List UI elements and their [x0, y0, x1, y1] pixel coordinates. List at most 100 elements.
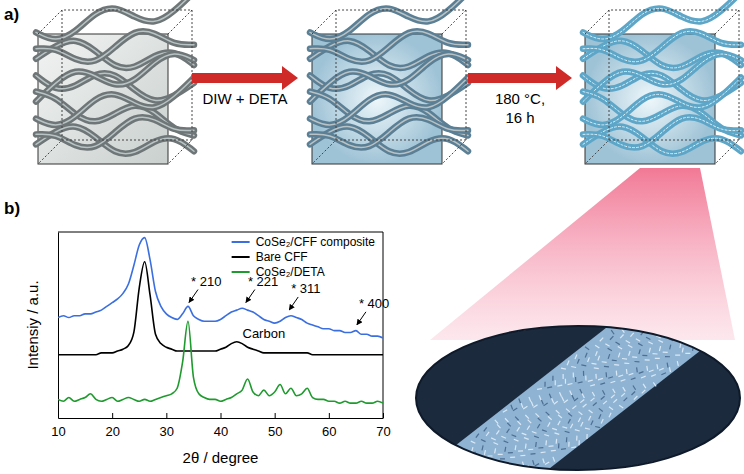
fibers [310, 0, 468, 154]
nanosheet [699, 332, 704, 337]
cube-edge [38, 10, 192, 164]
nanosheet [652, 324, 655, 328]
fiber [36, 78, 194, 125]
nanosheet [628, 344, 632, 349]
nanosheet [636, 338, 640, 343]
nanosheet [738, 267, 743, 272]
nanosheet [703, 326, 708, 330]
nanosheet [679, 336, 684, 341]
nanosheet [558, 414, 562, 418]
nanosheet [629, 322, 632, 326]
nanosheet [630, 333, 634, 337]
sem-image [381, 233, 744, 474]
nanosheet [731, 258, 736, 262]
nanosheet [514, 438, 519, 443]
nanosheet [541, 450, 546, 455]
nanosheet [708, 257, 713, 261]
nanosheet [714, 325, 719, 329]
nanosheet [697, 281, 702, 286]
nanosheet [452, 455, 457, 460]
nanosheet [517, 421, 521, 425]
nanosheet [695, 299, 699, 304]
fiber-highlight [36, 0, 194, 39]
nanosheet [528, 447, 533, 452]
nanosheet [719, 329, 724, 334]
nanosheet [510, 455, 515, 460]
nanosheet [698, 259, 703, 263]
nanosheet [544, 403, 548, 406]
nanosheet [604, 364, 609, 369]
nanosheet [581, 394, 585, 398]
nanosheet [501, 435, 506, 440]
nanosheet [557, 383, 562, 387]
nanosheet [643, 384, 646, 388]
x-tick-mark [275, 413, 276, 418]
nanosheet [677, 284, 682, 289]
nanosheet [665, 363, 670, 368]
nanosheet [554, 401, 558, 404]
nanosheet [718, 270, 723, 275]
x-tick-label: 20 [105, 424, 119, 439]
x-axis-title: 2θ / degree [183, 449, 259, 466]
nanosheet [588, 379, 593, 383]
nanosheet [728, 269, 733, 274]
x-tick: 20 [105, 413, 119, 439]
nanosheet [484, 471, 489, 474]
nanosheet [650, 319, 653, 323]
nanosheet [714, 287, 719, 292]
nanosheet [457, 458, 462, 463]
nanosheet [608, 375, 613, 379]
nanosheet [693, 317, 696, 321]
nanosheet [722, 318, 727, 322]
nanosheet [660, 318, 663, 322]
nanosheet [724, 323, 729, 327]
nanosheet [743, 309, 744, 313]
nanosheet [693, 328, 698, 332]
nanosheet [710, 261, 715, 265]
nanosheet [611, 330, 614, 334]
nanosheet [480, 445, 485, 450]
nanosheet [566, 361, 571, 366]
nanosheet [653, 382, 656, 386]
plot-area [58, 238, 383, 404]
fiber [36, 0, 194, 39]
nanosheet [726, 294, 730, 299]
fiber [310, 0, 468, 39]
nanosheet [711, 320, 716, 324]
nanosheet [680, 314, 683, 318]
fiber [583, 0, 741, 39]
nanosheet [549, 444, 554, 449]
nanosheet [712, 283, 717, 288]
nanosheet [586, 357, 591, 362]
nanosheet [475, 434, 480, 438]
nanosheet [645, 366, 650, 371]
nanosheet [670, 316, 673, 320]
annotation: Carbon [243, 326, 286, 341]
nanosheet [705, 298, 709, 303]
nanosheet [616, 341, 620, 346]
nanosheet [462, 453, 467, 458]
frame [383, 232, 384, 418]
legend-item: CoSe₂/DETA [232, 265, 325, 279]
nanosheet [552, 427, 557, 432]
series-line [58, 262, 383, 355]
x-tick-label: 10 [51, 424, 65, 439]
nanosheet [642, 325, 645, 329]
nanosheet [523, 444, 528, 449]
nanosheet [449, 473, 454, 474]
nanosheet [635, 367, 640, 372]
cube-edge [312, 10, 466, 164]
nanosheet [565, 429, 570, 434]
cube-edge [38, 10, 192, 164]
y-axis [58, 233, 59, 419]
nanosheet [548, 416, 552, 420]
nanosheet [741, 300, 744, 303]
step-label: 16 h [505, 109, 534, 126]
nanosheet [578, 411, 582, 416]
nanosheet [662, 299, 666, 304]
process-arrow [192, 66, 298, 90]
fiber-highlight [310, 0, 468, 39]
nanosheet [457, 467, 462, 472]
nanosheet [677, 331, 682, 336]
fibers [36, 0, 194, 154]
